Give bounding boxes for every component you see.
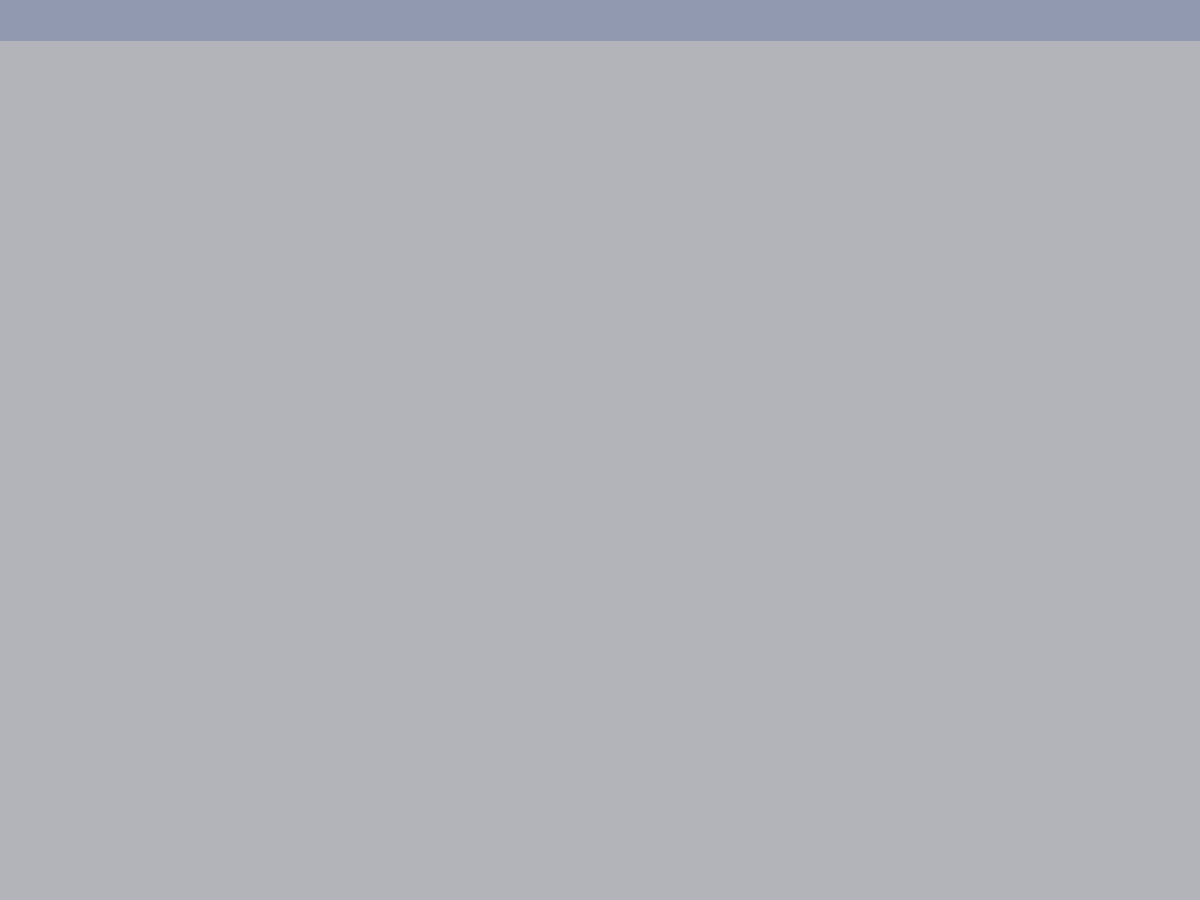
Text: H: H — [413, 402, 425, 417]
Text: OH: OH — [492, 473, 515, 488]
Text: H: H — [626, 298, 638, 313]
Text: Which of the following are identical? *: Which of the following are identical? * — [178, 153, 575, 173]
Text: II: II — [498, 504, 509, 518]
Text: H: H — [797, 402, 808, 417]
Text: IV: IV — [923, 504, 940, 518]
Text: III: III — [708, 504, 726, 518]
Text: Br: Br — [582, 298, 599, 313]
Text: II & III: II & III — [229, 629, 277, 647]
Text: H: H — [925, 227, 937, 242]
Text: CH₃: CH₃ — [703, 227, 731, 242]
Text: H₃C: H₃C — [824, 298, 852, 313]
Text: HO: HO — [614, 402, 638, 417]
Text: H: H — [925, 473, 937, 488]
Text: I & II: I & II — [229, 504, 268, 522]
Text: CH₃: CH₃ — [490, 227, 517, 242]
Text: OH: OH — [1010, 402, 1033, 417]
Text: Br: Br — [1010, 298, 1027, 313]
Text: CH₂: CH₂ — [266, 473, 294, 488]
Text: H₃C: H₃C — [824, 402, 852, 417]
Text: CH₂: CH₂ — [703, 473, 732, 488]
Text: II & IV: II & IV — [229, 691, 278, 709]
Text: 3 points: 3 points — [995, 153, 1057, 168]
Text: H: H — [190, 402, 202, 417]
Text: III & IV: III & IV — [229, 567, 283, 585]
Text: OH: OH — [359, 402, 383, 417]
Text: H: H — [190, 298, 202, 313]
Text: Br: Br — [797, 298, 814, 313]
Text: H: H — [413, 298, 425, 313]
Text: Br: Br — [359, 298, 376, 313]
Text: CH₃: CH₃ — [266, 227, 294, 242]
Text: CH₃: CH₃ — [582, 402, 611, 417]
Text: I: I — [277, 504, 283, 518]
